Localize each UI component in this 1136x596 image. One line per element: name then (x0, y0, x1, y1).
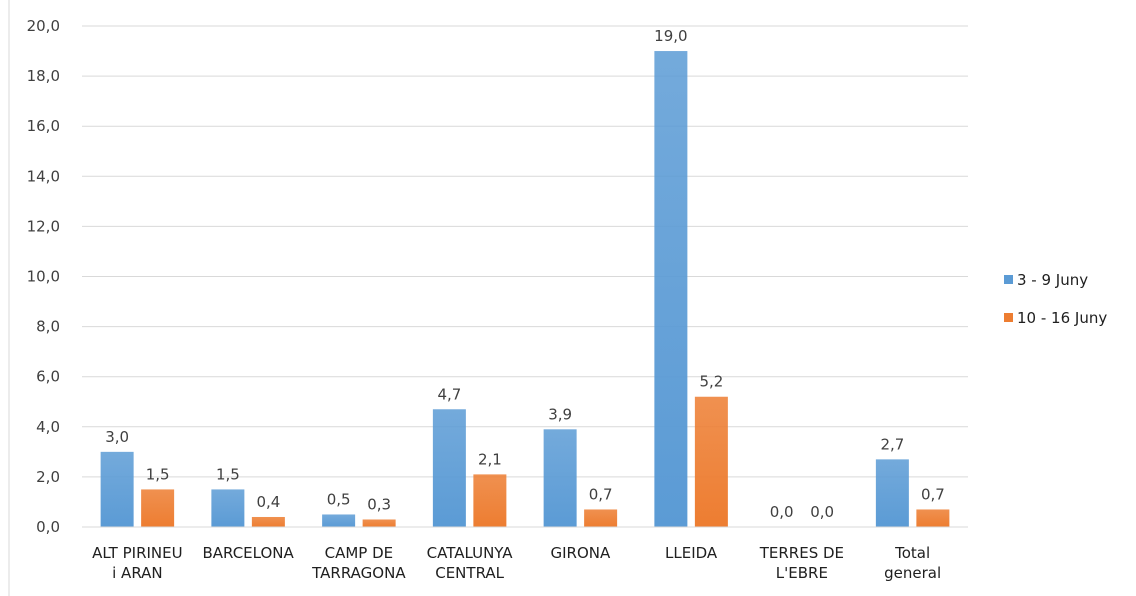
y-tick-label: 4,0 (36, 418, 60, 436)
bar-series-2 (251, 516, 285, 527)
data-label: 0,0 (810, 503, 834, 521)
y-tick-label: 12,0 (27, 217, 60, 235)
data-label: 0,7 (921, 485, 945, 503)
y-axis-tick-labels: 0,0 2,0 4,0 6,0 8,0 10,0 12,0 14,0 16,0 18,0 20,0 (27, 17, 60, 536)
bar-series-1 (211, 489, 245, 527)
x-category-label: TERRES DE (759, 544, 844, 562)
x-category-label: general (884, 564, 941, 582)
y-tick-label: 2,0 (36, 468, 60, 486)
legend-swatch (1004, 313, 1013, 322)
legend-label: 3 - 9 Juny (1017, 271, 1088, 289)
bar-series-2 (584, 509, 618, 527)
legend-label: 10 - 16 Juny (1017, 309, 1107, 327)
data-label: 1,5 (216, 465, 240, 483)
legend-swatch (1004, 275, 1013, 284)
y-tick-label: 20,0 (27, 17, 60, 35)
gridlines (82, 25, 968, 528)
data-label: 0,5 (327, 490, 351, 508)
y-tick-label: 0,0 (36, 518, 60, 536)
y-tick-label: 8,0 (36, 318, 60, 336)
bar-series-2 (362, 519, 396, 527)
x-axis: ALT PIRINEU i ARAN BARCELONA CAMP DE TARRAGO… (82, 526, 968, 582)
data-label: 3,9 (548, 405, 572, 423)
bar-series-2 (694, 396, 728, 527)
data-label: 0,0 (770, 503, 794, 521)
data-label: 4,7 (437, 385, 461, 403)
x-category-label: CAMP DE (325, 544, 394, 562)
x-category-label: LLEIDA (665, 544, 718, 562)
y-tick-label: 10,0 (27, 268, 60, 286)
data-label: 0,7 (589, 485, 613, 503)
x-category-label: BARCELONA (202, 544, 294, 562)
bar-series-1 (543, 429, 577, 527)
x-category-label: i ARAN (112, 564, 163, 582)
data-label: 2,7 (880, 435, 904, 453)
x-category-label: TARRAGONA (311, 564, 406, 582)
data-label: 19,0 (654, 27, 687, 45)
y-tick-label: 6,0 (36, 368, 60, 386)
bar-series-2 (473, 474, 507, 527)
data-label: 1,5 (146, 465, 170, 483)
x-category-label: Total (894, 544, 930, 562)
x-category-label: CATALUNYA (427, 544, 514, 562)
data-label: 2,1 (478, 450, 502, 468)
x-category-label: L'EBRE (776, 564, 828, 582)
data-label: 0,3 (367, 495, 391, 513)
y-tick-label: 14,0 (27, 167, 60, 185)
bar-series-1 (654, 51, 688, 528)
legend: 3 - 9 Juny 10 - 16 Juny (1004, 271, 1107, 327)
bar-series-1 (432, 409, 466, 527)
y-tick-label: 18,0 (27, 67, 60, 85)
bar-series-2 (141, 489, 175, 527)
y-tick-label: 16,0 (27, 117, 60, 135)
data-label: 5,2 (699, 373, 723, 391)
bar-series-1 (100, 451, 134, 527)
data-labels: 3,0 1,5 1,5 0,4 0,5 0,3 4,7 2,1 3,9 0,7 19,0 5,2 0,0… (105, 27, 945, 521)
data-label: 0,4 (256, 493, 280, 511)
bars (100, 51, 950, 528)
bar-series-1 (875, 459, 909, 527)
x-category-label: GIRONA (550, 544, 610, 562)
bar-series-1 (322, 514, 356, 527)
data-label: 3,0 (105, 428, 129, 446)
x-category-label: CENTRAL (435, 564, 504, 582)
x-category-label: ALT PIRINEU (92, 544, 182, 562)
bar-series-2 (916, 509, 950, 527)
